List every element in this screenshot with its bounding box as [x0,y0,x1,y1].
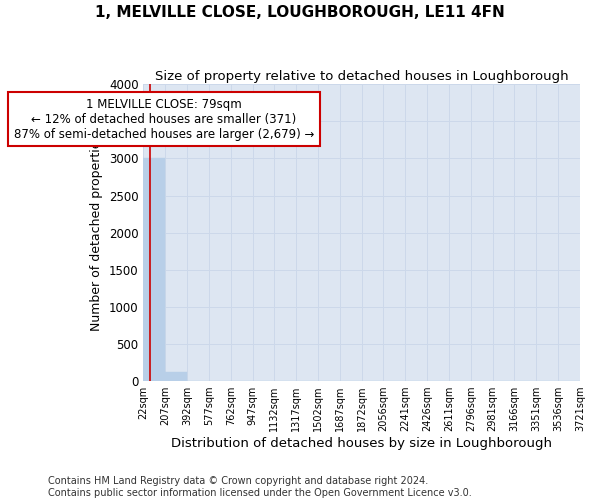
Y-axis label: Number of detached properties: Number of detached properties [91,134,103,331]
Text: 1 MELVILLE CLOSE: 79sqm
← 12% of detached houses are smaller (371)
87% of semi-d: 1 MELVILLE CLOSE: 79sqm ← 12% of detache… [14,98,314,140]
Title: Size of property relative to detached houses in Loughborough: Size of property relative to detached ho… [155,70,569,83]
Text: 1, MELVILLE CLOSE, LOUGHBOROUGH, LE11 4FN: 1, MELVILLE CLOSE, LOUGHBOROUGH, LE11 4F… [95,5,505,20]
Bar [165,372,187,381]
Text: Contains HM Land Registry data © Crown copyright and database right 2024.
Contai: Contains HM Land Registry data © Crown c… [48,476,472,498]
X-axis label: Distribution of detached houses by size in Loughborough: Distribution of detached houses by size … [171,437,552,450]
Bar [143,158,165,381]
